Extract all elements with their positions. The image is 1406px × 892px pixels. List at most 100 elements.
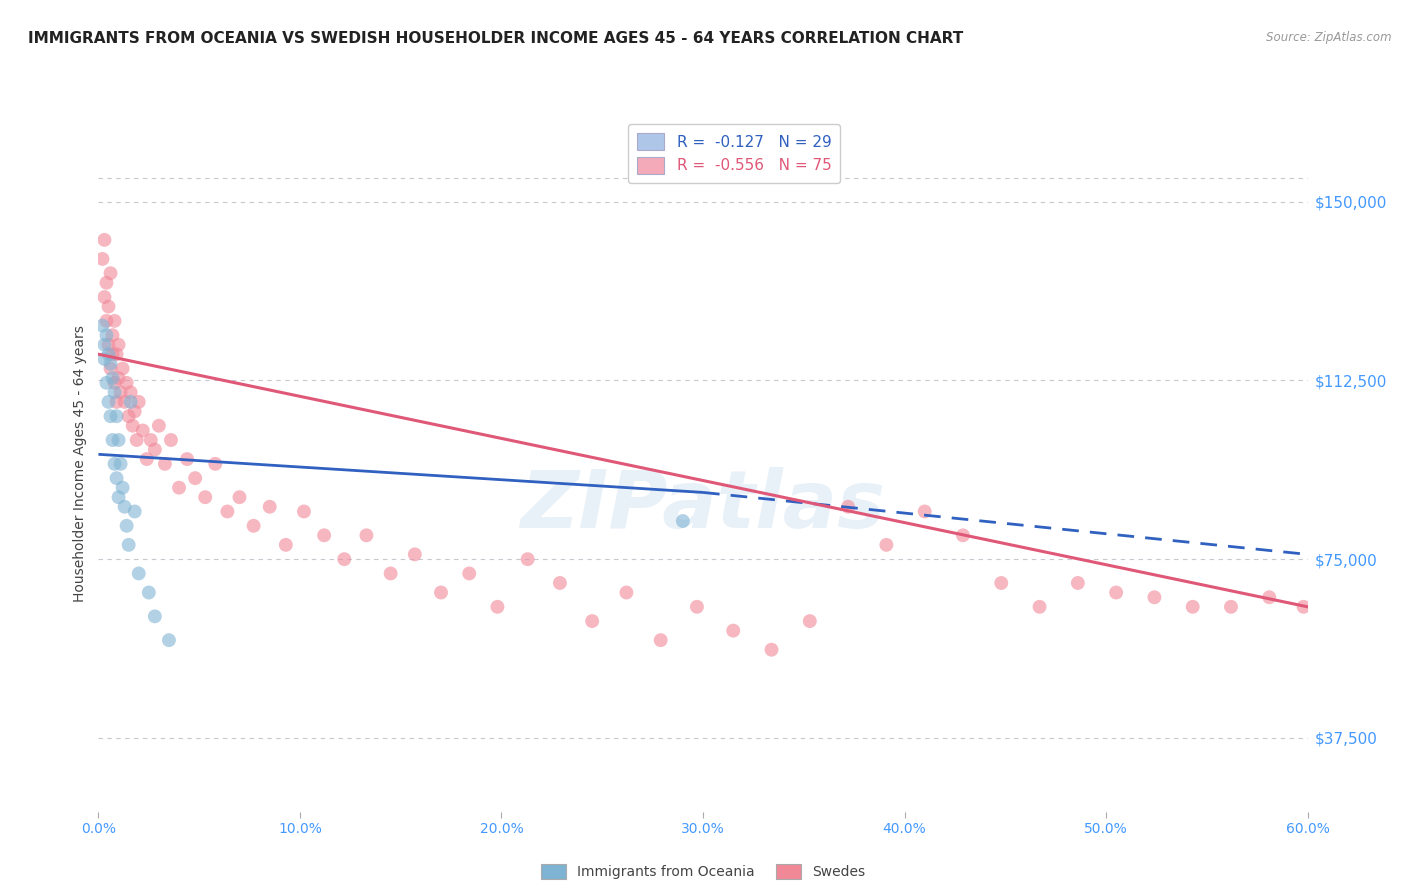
Point [217, 504, 239, 518]
Point [184, 471, 207, 485]
Point [430, 585, 453, 599]
Point [100, 357, 122, 371]
Point [581, 614, 603, 628]
Point [128, 566, 150, 581]
Point [1181, 599, 1204, 614]
Point [516, 552, 538, 566]
Point [105, 347, 128, 361]
Point [105, 471, 128, 485]
Point [672, 514, 695, 528]
Point [111, 481, 134, 495]
Point [111, 361, 134, 376]
Point [103, 314, 125, 328]
Point [97, 347, 120, 361]
Point [118, 409, 141, 424]
Point [1028, 599, 1050, 614]
Point [115, 518, 138, 533]
Point [93, 290, 115, 304]
Point [93, 233, 115, 247]
Point [148, 418, 170, 433]
Point [121, 418, 143, 433]
Point [91, 318, 114, 333]
Y-axis label: Householder Income Ages 45 - 64 years: Householder Income Ages 45 - 64 years [73, 326, 87, 602]
Point [380, 566, 402, 581]
Point [120, 395, 142, 409]
Point [194, 490, 217, 504]
Point [650, 633, 672, 648]
Point [799, 614, 821, 628]
Point [103, 457, 125, 471]
Point [105, 395, 128, 409]
Point [292, 504, 315, 518]
Point [1105, 585, 1128, 599]
Point [242, 518, 264, 533]
Point [1220, 599, 1243, 614]
Point [138, 585, 160, 599]
Point [548, 576, 571, 591]
Point [875, 538, 897, 552]
Point [952, 528, 974, 542]
Point [103, 376, 125, 390]
Legend: Immigrants from Oceania, Swedes: Immigrants from Oceania, Swedes [536, 859, 870, 885]
Point [228, 490, 250, 504]
Point [1067, 576, 1090, 591]
Point [486, 599, 509, 614]
Point [837, 500, 859, 514]
Point [128, 395, 150, 409]
Point [101, 347, 124, 361]
Point [107, 433, 129, 447]
Text: ZIPatlas: ZIPatlas [520, 467, 886, 545]
Point [143, 442, 166, 457]
Point [616, 585, 638, 599]
Point [107, 337, 129, 351]
Point [124, 404, 146, 418]
Point [97, 395, 120, 409]
Point [1143, 591, 1166, 605]
Point [124, 504, 146, 518]
Point [723, 624, 745, 638]
Point [1292, 599, 1315, 614]
Point [101, 371, 124, 385]
Point [458, 566, 481, 581]
Point [96, 276, 118, 290]
Point [686, 599, 709, 614]
Point [143, 609, 166, 624]
Point [333, 552, 356, 566]
Point [990, 576, 1012, 591]
Point [120, 385, 142, 400]
Point [125, 433, 148, 447]
Point [100, 266, 122, 280]
Point [314, 528, 336, 542]
Point [110, 385, 132, 400]
Point [160, 433, 183, 447]
Point [139, 433, 162, 447]
Point [176, 452, 198, 467]
Point [118, 538, 141, 552]
Text: IMMIGRANTS FROM OCEANIA VS SWEDISH HOUSEHOLDER INCOME AGES 45 - 64 YEARS CORRELA: IMMIGRANTS FROM OCEANIA VS SWEDISH HOUSE… [28, 31, 963, 46]
Point [97, 337, 120, 351]
Point [101, 433, 124, 447]
Point [105, 409, 128, 424]
Point [101, 328, 124, 343]
Point [1258, 591, 1281, 605]
Point [100, 361, 122, 376]
Point [97, 300, 120, 314]
Point [157, 633, 180, 648]
Point [91, 252, 114, 266]
Point [100, 409, 122, 424]
Point [114, 500, 136, 514]
Point [103, 385, 125, 400]
Point [204, 457, 226, 471]
Point [761, 642, 783, 657]
Point [110, 457, 132, 471]
Point [96, 314, 118, 328]
Point [96, 376, 118, 390]
Point [914, 504, 936, 518]
Text: Source: ZipAtlas.com: Source: ZipAtlas.com [1267, 31, 1392, 45]
Point [132, 424, 155, 438]
Point [93, 351, 115, 366]
Point [115, 376, 138, 390]
Point [153, 457, 176, 471]
Point [96, 328, 118, 343]
Point [135, 452, 157, 467]
